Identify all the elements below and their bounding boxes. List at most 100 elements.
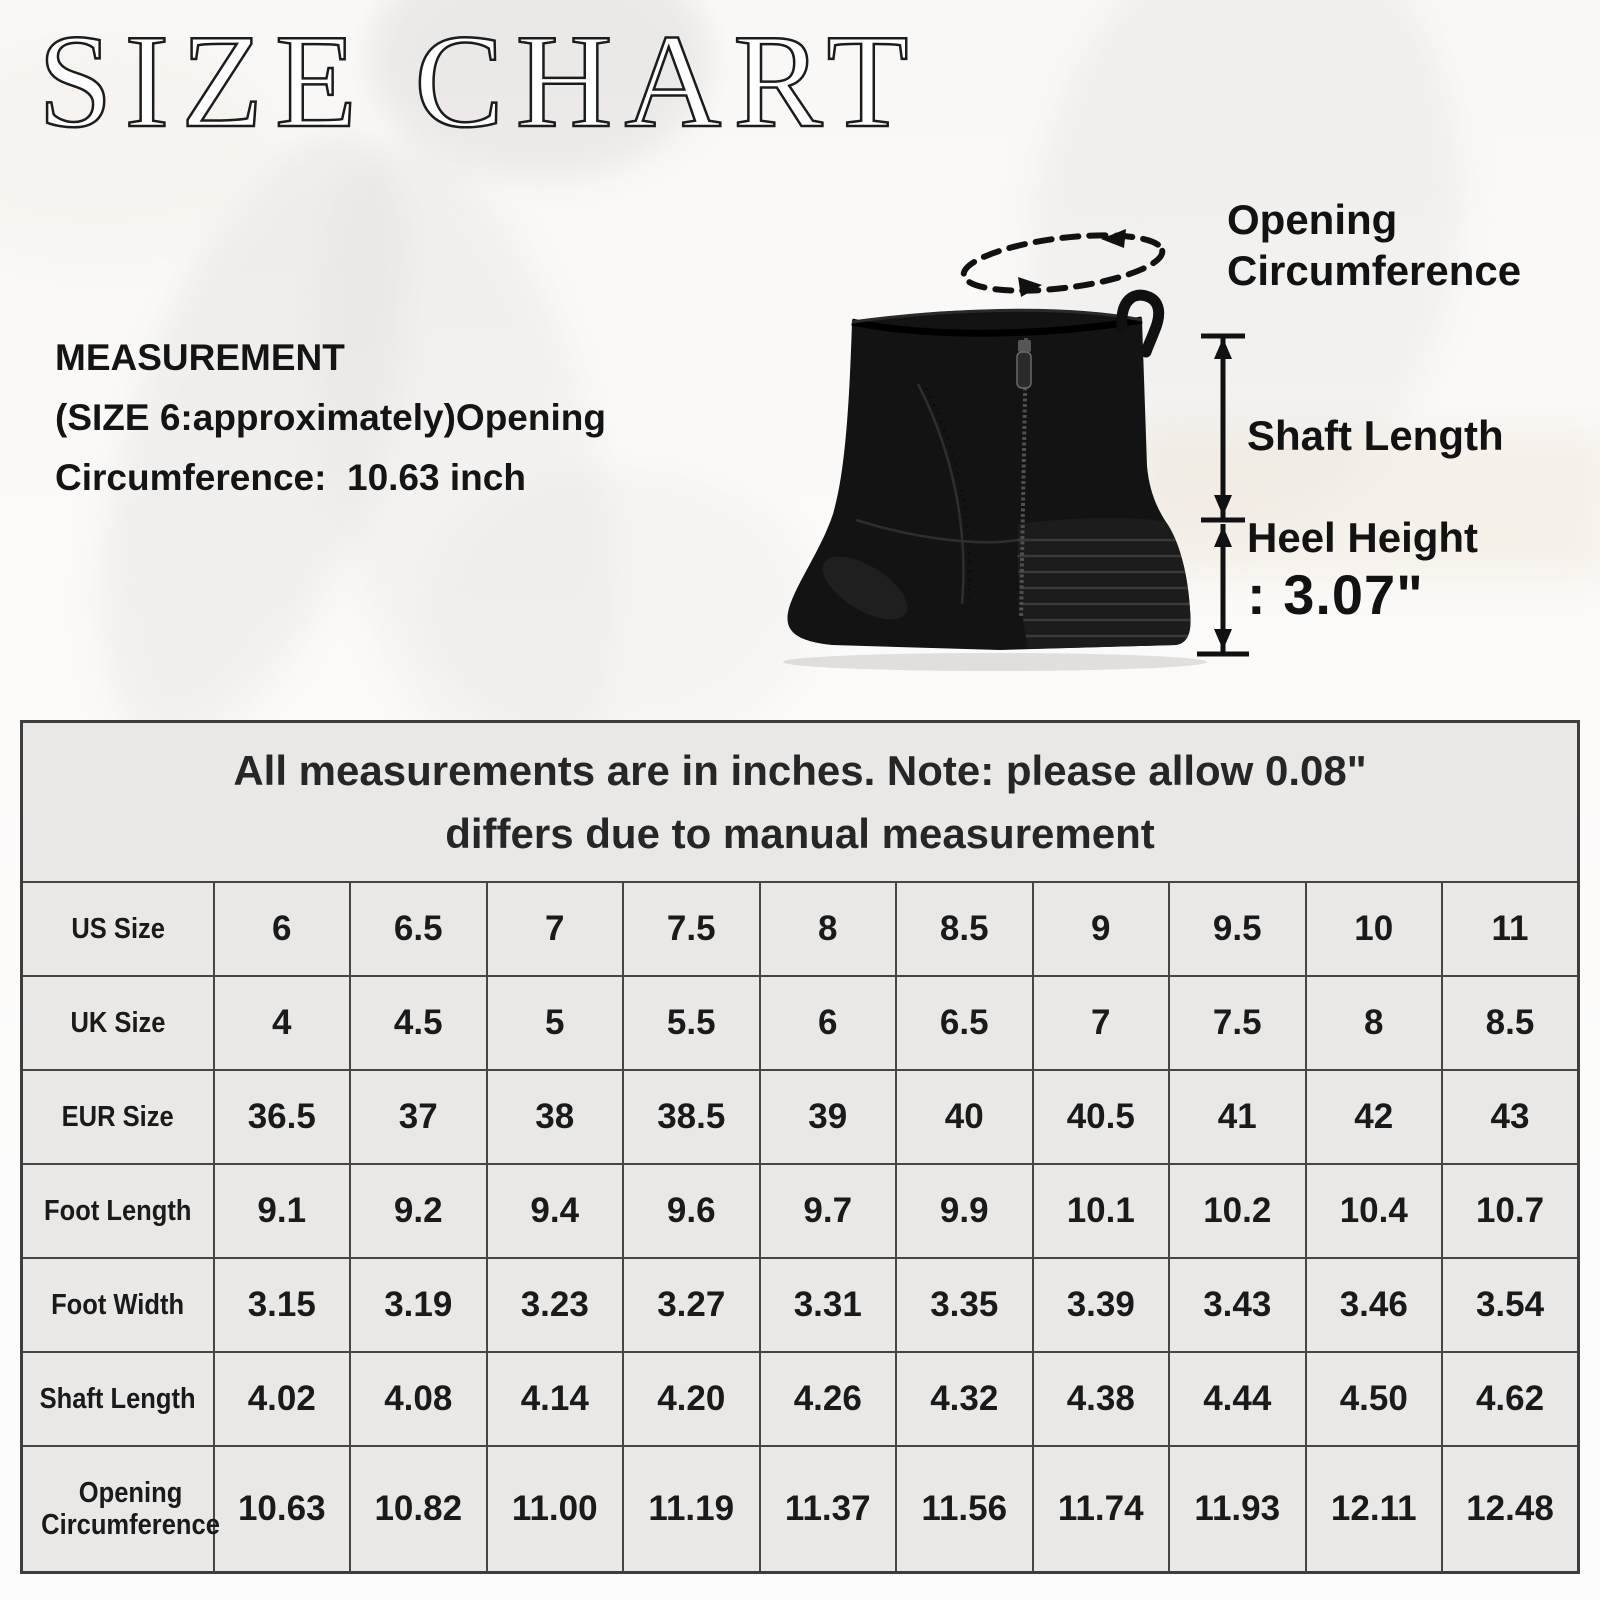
table-row: Foot Length 9.1 9.2 9.4 9.6 9.7 9.9 10.1 10.2 10.… xyxy=(20,1163,1580,1259)
size-value-cell: 11.00 xyxy=(485,1445,624,1574)
size-value-cell: 10.82 xyxy=(349,1445,488,1574)
size-value-cell: 4.26 xyxy=(758,1351,897,1447)
table-note-line1: All measurements are in inches. Note: pl… xyxy=(233,747,1367,794)
size-value-cell: 10.4 xyxy=(1304,1163,1443,1259)
size-value-cell: 3.54 xyxy=(1441,1257,1580,1353)
row-label: Shaft Length xyxy=(20,1351,215,1447)
size-value-cell: 11.74 xyxy=(1031,1445,1170,1574)
size-value-cell: 9.2 xyxy=(349,1163,488,1259)
size-value-cell: 4.5 xyxy=(349,975,488,1071)
size-value-cell: 10.7 xyxy=(1441,1163,1580,1259)
size-value-cell: 8 xyxy=(758,881,897,977)
page-title: SIZE CHART xyxy=(37,6,921,156)
size-value-cell: 5.5 xyxy=(622,975,761,1071)
size-value-cell: 6 xyxy=(212,881,351,977)
size-value-cell: 9.4 xyxy=(485,1163,624,1259)
size-value-cell: 36.5 xyxy=(212,1069,351,1165)
size-value-cell: 43 xyxy=(1441,1069,1580,1165)
size-value-cell: 9.7 xyxy=(758,1163,897,1259)
size-value-cell: 4.44 xyxy=(1168,1351,1307,1447)
size-value-cell: 11.37 xyxy=(758,1445,897,1574)
size-value-cell: 7.5 xyxy=(622,881,761,977)
size-value-cell: 4.08 xyxy=(349,1351,488,1447)
size-value-cell: 7 xyxy=(485,881,624,977)
opening-circumference-label: Opening Circumference xyxy=(1227,196,1522,295)
table-row: Opening Circumference 10.63 10.82 11.00 11.1… xyxy=(20,1445,1580,1574)
row-label: Foot Length xyxy=(20,1163,215,1259)
size-value-cell: 8 xyxy=(1304,975,1443,1071)
size-value-cell: 4.20 xyxy=(622,1351,761,1447)
boot-pull-loop xyxy=(1116,289,1165,358)
size-value-cell: 3.15 xyxy=(212,1257,351,1353)
size-value-cell: 42 xyxy=(1304,1069,1443,1165)
size-value-cell: 3.23 xyxy=(485,1257,624,1353)
table-note-line2: differs due to manual measurement xyxy=(445,810,1155,857)
size-table-body: All measurements are in inches. Note: pl… xyxy=(20,720,1580,1574)
size-value-cell: 4.38 xyxy=(1031,1351,1170,1447)
size-value-cell: 41 xyxy=(1168,1069,1307,1165)
measurement-line2: (SIZE 6:approximately)Opening xyxy=(55,396,606,438)
size-table: All measurements are in inches. Note: pl… xyxy=(20,720,1580,1574)
size-value-cell: 4 xyxy=(212,975,351,1071)
table-note-row: All measurements are in inches. Note: pl… xyxy=(20,720,1580,883)
size-value-cell: 4.50 xyxy=(1304,1351,1443,1447)
size-value-cell: 9.9 xyxy=(895,1163,1034,1259)
size-value-cell: 12.48 xyxy=(1441,1445,1580,1574)
measurement-arrows-icon xyxy=(1197,333,1249,657)
size-value-cell: 8.5 xyxy=(895,881,1034,977)
size-value-cell: 9.5 xyxy=(1168,881,1307,977)
size-value-cell: 40.5 xyxy=(1031,1069,1170,1165)
size-value-cell: 7 xyxy=(1031,975,1170,1071)
size-value-cell: 6 xyxy=(758,975,897,1071)
heel-height-value: : 3.07" xyxy=(1247,563,1424,626)
size-value-cell: 10.63 xyxy=(212,1445,351,1574)
row-label: US Size xyxy=(20,881,215,977)
size-value-cell: 3.35 xyxy=(895,1257,1034,1353)
size-value-cell: 11.93 xyxy=(1168,1445,1307,1574)
row-label: Foot Width xyxy=(20,1257,215,1353)
table-row: US Size 6 6.5 7 7.5 8 8.5 9 9.5 10 11 xyxy=(20,881,1580,977)
size-value-cell: 12.11 xyxy=(1304,1445,1443,1574)
size-value-cell: 4.32 xyxy=(895,1351,1034,1447)
size-value-cell: 5 xyxy=(485,975,624,1071)
size-value-cell: 4.02 xyxy=(212,1351,351,1447)
size-value-cell: 9 xyxy=(1031,881,1170,977)
size-value-cell: 3.27 xyxy=(622,1257,761,1353)
table-row: EUR Size 36.5 37 38 38.5 39 40 40.5 41 42 43 xyxy=(20,1069,1580,1165)
size-value-cell: 6.5 xyxy=(895,975,1034,1071)
boot-illustration xyxy=(783,289,1207,671)
size-value-cell: 3.19 xyxy=(349,1257,488,1353)
size-value-cell: 38.5 xyxy=(622,1069,761,1165)
size-value-cell: 9.1 xyxy=(212,1163,351,1259)
heel-height-label: Heel Height xyxy=(1247,514,1479,561)
shaft-length-label: Shaft Length xyxy=(1247,412,1504,459)
table-row: Shaft Length 4.02 4.08 4.14 4.20 4.26 4.32 4.38… xyxy=(20,1351,1580,1447)
size-value-cell: 8.5 xyxy=(1441,975,1580,1071)
size-value-cell: 3.43 xyxy=(1168,1257,1307,1353)
row-label: Opening Circumference xyxy=(20,1445,220,1574)
size-value-cell: 6.5 xyxy=(349,881,488,977)
size-value-cell: 3.46 xyxy=(1304,1257,1443,1353)
row-label: UK Size xyxy=(20,975,215,1071)
table-row: UK Size 4 4.5 5 5.5 6 6.5 7 7.5 8 8.5 xyxy=(20,975,1580,1071)
size-value-cell: 11.56 xyxy=(895,1445,1034,1574)
size-value-cell: 4.14 xyxy=(485,1351,624,1447)
size-value-cell: 10 xyxy=(1304,881,1443,977)
opening-circumference-ellipse-icon xyxy=(960,229,1166,297)
size-value-cell: 3.39 xyxy=(1031,1257,1170,1353)
size-value-cell: 7.5 xyxy=(1168,975,1307,1071)
measurement-note: MEASUREMENT (SIZE 6:approximately)Openin… xyxy=(55,328,695,508)
size-value-cell: 3.31 xyxy=(758,1257,897,1353)
size-value-cell: 11.19 xyxy=(622,1445,761,1574)
size-value-cell: 9.6 xyxy=(622,1163,761,1259)
size-value-cell: 39 xyxy=(758,1069,897,1165)
table-row: Foot Width 3.15 3.19 3.23 3.27 3.31 3.35 3.39 3.… xyxy=(20,1257,1580,1353)
size-value-cell: 37 xyxy=(349,1069,488,1165)
measurement-line3: Circumference: 10.63 inch xyxy=(55,456,526,498)
row-label: EUR Size xyxy=(20,1069,215,1165)
size-value-cell: 10.2 xyxy=(1168,1163,1307,1259)
size-value-cell: 40 xyxy=(895,1069,1034,1165)
table-note: All measurements are in inches. Note: pl… xyxy=(20,720,1580,883)
size-value-cell: 4.62 xyxy=(1441,1351,1580,1447)
